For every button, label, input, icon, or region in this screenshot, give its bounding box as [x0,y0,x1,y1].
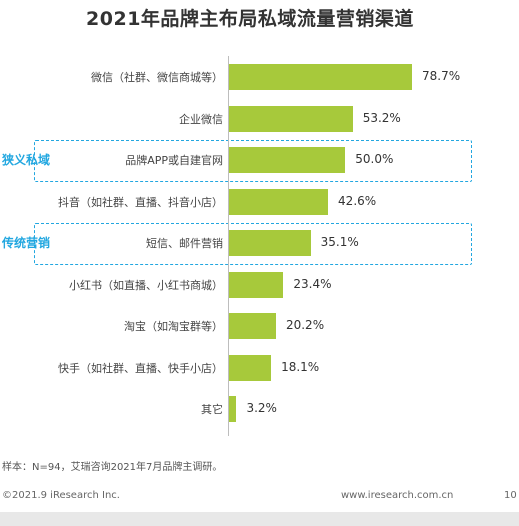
bottom-strip [0,512,519,526]
bar [229,188,329,215]
bar [229,64,412,90]
page-number: 10 [504,490,517,501]
chart-title: 2021年品牌主布局私域流量营销渠道 [86,8,414,30]
bar [229,396,237,422]
bar [229,105,353,132]
highlight-group-label: 狭义私域 [2,153,51,167]
category-label: 淘宝（如淘宝群等） [124,320,223,333]
bar [229,147,346,173]
highlight-group-label: 传统营销 [2,236,51,250]
highlight-box [34,140,472,182]
bar [229,313,276,339]
copyright-text: ©2021.9 iResearch Inc. [2,490,120,501]
category-label: 快手（如社群、直播、快手小店） [58,361,223,375]
bar-value-label: 3.2% [246,401,277,415]
category-label: 抖音（如社群、直播、抖音小店） [58,195,223,209]
category-label: 企业微信 [179,112,223,126]
highlight-box [34,223,472,265]
bar-value-label: 35.1% [320,235,359,249]
bar [229,354,272,381]
category-label: 品牌APP或自建官网 [125,154,223,167]
bar [229,271,284,298]
category-label: 其它 [201,403,223,416]
category-label: 小红书（如直播、小红书商城） [69,278,223,292]
category-label: 微信（社群、微信商城等） [91,71,223,84]
bar-value-label: 18.1% [281,359,320,374]
bar-value-label: 78.7% [422,69,461,83]
bar-value-label: 20.2% [285,318,325,332]
bar-value-label: 42.6% [338,193,377,208]
bar-value-label: 53.2% [362,110,401,125]
bar-value-label: 23.4% [293,276,332,291]
category-label: 短信、邮件营销 [146,237,223,250]
y-axis-line [228,56,229,436]
sample-note: 样本：N=94，艾瑞咨询2021年7月品牌主调研。 [2,462,223,473]
bar-value-label: 50.0% [355,152,394,166]
bar [229,230,311,256]
website-link[interactable]: www.iresearch.com.cn [341,490,454,501]
